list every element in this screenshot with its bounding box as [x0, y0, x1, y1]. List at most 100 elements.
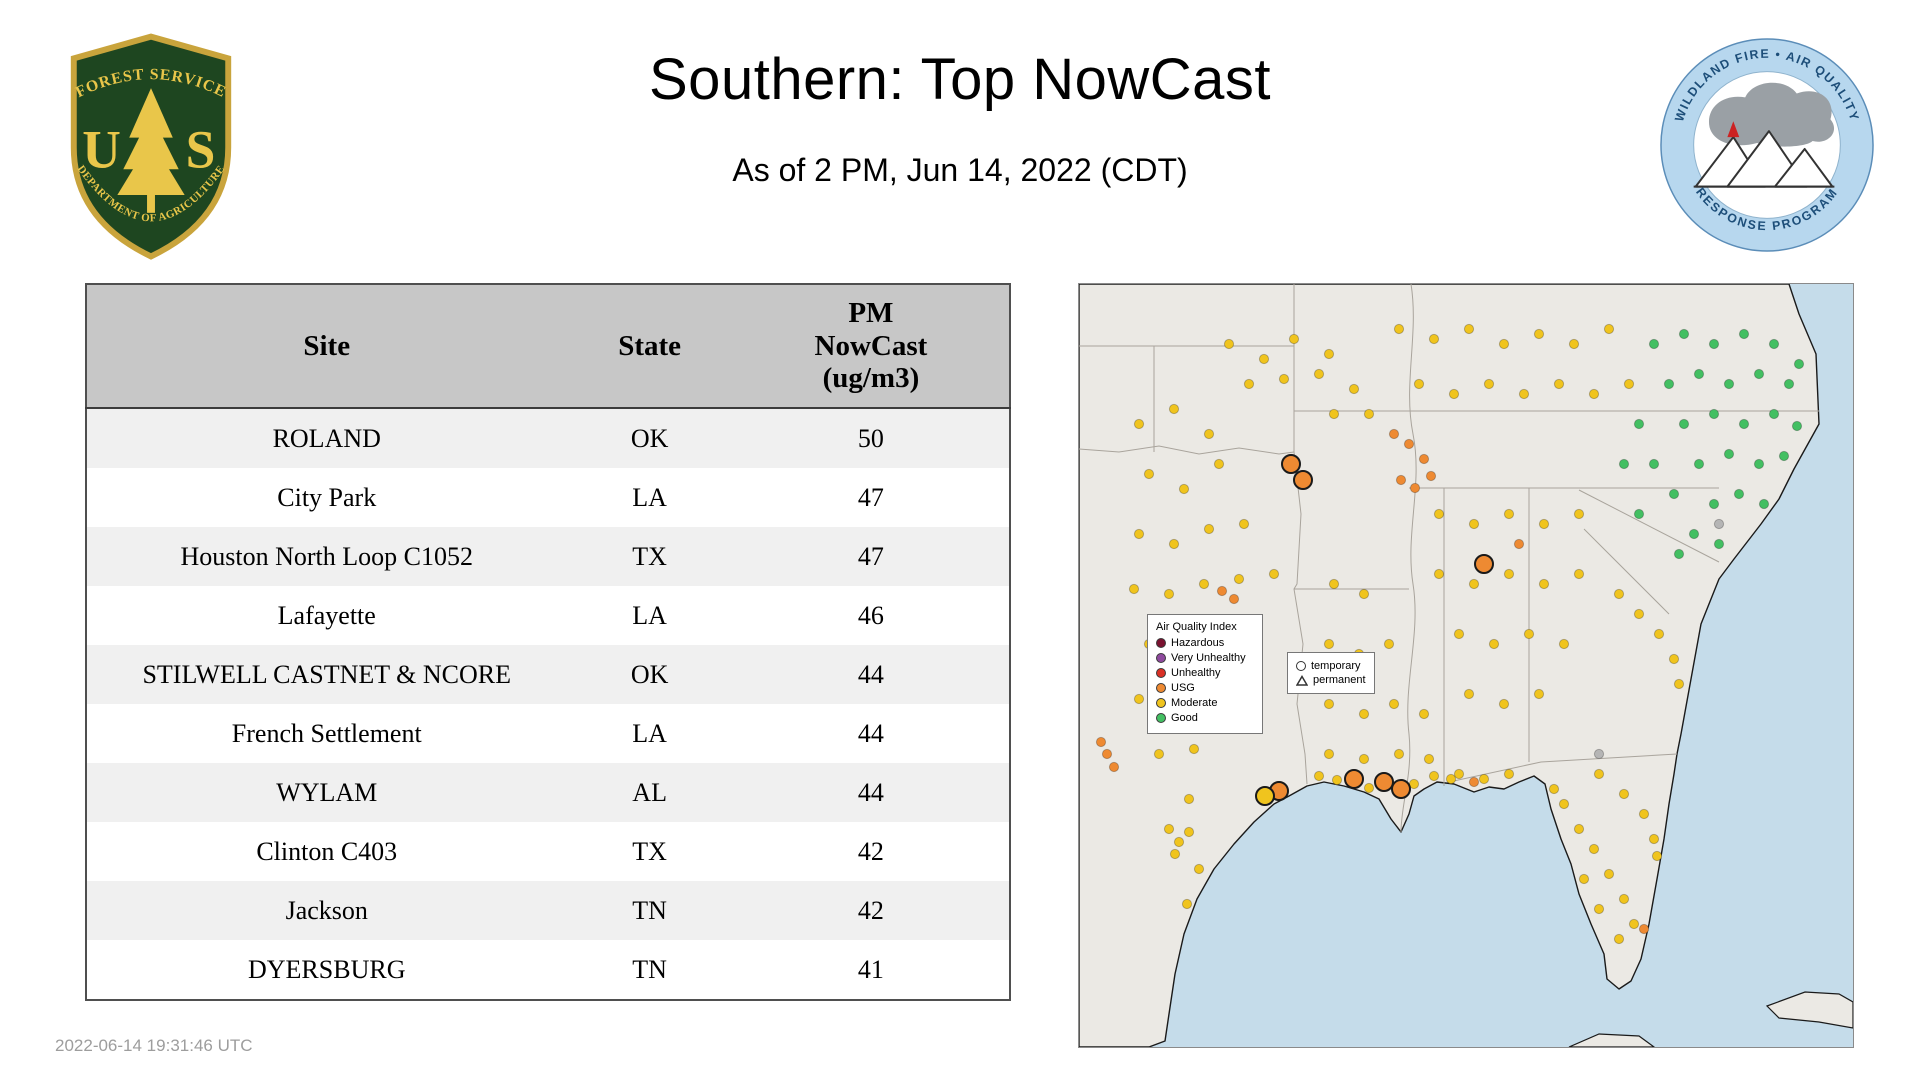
header-site: Site	[303, 329, 351, 362]
monitor-site-dot	[1778, 450, 1790, 462]
monitor-site-dot	[1323, 348, 1335, 360]
monitor-site-dot	[1395, 474, 1407, 486]
monitor-site-dot	[1753, 368, 1765, 380]
monitor-site-dot	[1101, 748, 1113, 760]
monitor-site-dot	[1518, 388, 1530, 400]
monitor-site-dot	[1425, 470, 1437, 482]
monitor-site-dot	[1708, 408, 1720, 420]
table-cell: 44	[857, 777, 884, 807]
monitor-site-dot	[1713, 538, 1725, 550]
monitor-site-dot	[1348, 383, 1360, 395]
monitor-site-dot	[1478, 773, 1490, 785]
aqi-legend-title: Air Quality Index	[1156, 621, 1237, 633]
monitor-site-dot	[1428, 333, 1440, 345]
monitor-site-dot	[1133, 418, 1145, 430]
monitor-site-dot	[1468, 776, 1480, 788]
table-row: French Settlement LA 44	[86, 704, 1010, 763]
monitor-site-dot	[1313, 770, 1325, 782]
aqi-legend-label: Good	[1171, 712, 1198, 724]
monitor-site-dot	[1673, 678, 1685, 690]
monitor-site-dot	[1198, 578, 1210, 590]
monitor-site-large	[1255, 786, 1275, 806]
monitor-site-dot	[1331, 774, 1343, 786]
monitor-site-dot	[1418, 453, 1430, 465]
aqi-legend-item: Hazardous	[1156, 637, 1254, 649]
monitor-site-dot	[1133, 528, 1145, 540]
monitor-site-dot	[1323, 638, 1335, 650]
monitor-site-dot	[1193, 863, 1205, 875]
symbol-legend-temporary: temporary	[1296, 660, 1366, 672]
monitor-site-dot	[1613, 933, 1625, 945]
monitor-site-dot	[1169, 848, 1181, 860]
monitor-site-dot	[1168, 538, 1180, 550]
monitor-site-dot	[1618, 788, 1630, 800]
monitor-site-dot	[1488, 638, 1500, 650]
table-row: WYLAM AL 44	[86, 763, 1010, 822]
aqi-color-swatch	[1156, 668, 1166, 678]
monitor-site-dot	[1593, 748, 1605, 760]
table-cell: 44	[857, 718, 884, 748]
aqi-legend-item: Moderate	[1156, 697, 1254, 709]
monitor-site-dot	[1153, 748, 1165, 760]
monitor-site-dot	[1668, 653, 1680, 665]
monitor-site-dot	[1216, 585, 1228, 597]
monitor-site-dot	[1095, 736, 1107, 748]
monitor-site-dot	[1181, 898, 1193, 910]
monitor-site-dot	[1188, 743, 1200, 755]
monitor-site-dot	[1723, 378, 1735, 390]
wfaqrp-logo: WILDLAND FIRE • AIR QUALITY RESPONSE PRO…	[1660, 38, 1874, 252]
monitor-site-dot	[1533, 328, 1545, 340]
aqi-color-swatch	[1156, 698, 1166, 708]
monitor-site-dot	[1708, 498, 1720, 510]
monitor-site-dot	[1313, 368, 1325, 380]
monitor-site-dot	[1323, 698, 1335, 710]
monitor-site-dot	[1428, 770, 1440, 782]
pine-tree-icon	[117, 88, 185, 213]
monitor-site-dot	[1133, 693, 1145, 705]
table-cell: Lafayette	[277, 600, 376, 630]
mainland	[1079, 284, 1820, 1047]
table-cell: City Park	[277, 482, 377, 512]
monitor-site-large	[1344, 769, 1364, 789]
monitor-site-dot	[1538, 578, 1550, 590]
monitor-site-dot	[1203, 428, 1215, 440]
monitor-site-dot	[1578, 873, 1590, 885]
monitor-site-dot	[1363, 408, 1375, 420]
monitor-site-dot	[1638, 808, 1650, 820]
monitor-site-dot	[1413, 378, 1425, 390]
monitor-site-dot	[1203, 523, 1215, 535]
aqi-legend-label: Unhealthy	[1171, 667, 1221, 679]
monitor-site-dot	[1693, 368, 1705, 380]
monitor-site-dot	[1603, 868, 1615, 880]
monitor-site-large	[1293, 470, 1313, 490]
monitor-site-dot	[1588, 388, 1600, 400]
monitor-site-dot	[1618, 458, 1630, 470]
table-cell: STILWELL CASTNET & NCORE	[142, 659, 512, 689]
monitor-site-dot	[1243, 378, 1255, 390]
monitor-site-dot	[1143, 468, 1155, 480]
table-cell: OK	[630, 659, 669, 689]
monitor-site-dot	[1678, 418, 1690, 430]
usfs-letter-u: U	[82, 119, 121, 179]
monitor-site-dot	[1278, 373, 1290, 385]
monitor-site-dot	[1358, 753, 1370, 765]
table-cell: 46	[857, 600, 884, 630]
monitor-site-dot	[1498, 698, 1510, 710]
aqi-legend: Air Quality Index Hazardous Very Unhealth…	[1147, 614, 1263, 734]
monitor-site-dot	[1108, 761, 1120, 773]
monitor-site-dot	[1593, 768, 1605, 780]
table-row: STILWELL CASTNET & NCORE OK 44	[86, 645, 1010, 704]
monitor-site-dot	[1183, 793, 1195, 805]
aqi-color-swatch	[1156, 683, 1166, 693]
monitor-site-dot	[1503, 768, 1515, 780]
aqi-legend-item: Unhealthy	[1156, 667, 1254, 679]
temporary-label: temporary	[1311, 660, 1361, 672]
monitor-site-dot	[1468, 578, 1480, 590]
monitor-site-dot	[1168, 403, 1180, 415]
monitor-site-dot	[1258, 353, 1270, 365]
table-row: Clinton C403 TX 42	[86, 822, 1010, 881]
monitor-site-dot	[1708, 338, 1720, 350]
monitor-site-dot	[1448, 388, 1460, 400]
monitor-site-dot	[1723, 448, 1735, 460]
